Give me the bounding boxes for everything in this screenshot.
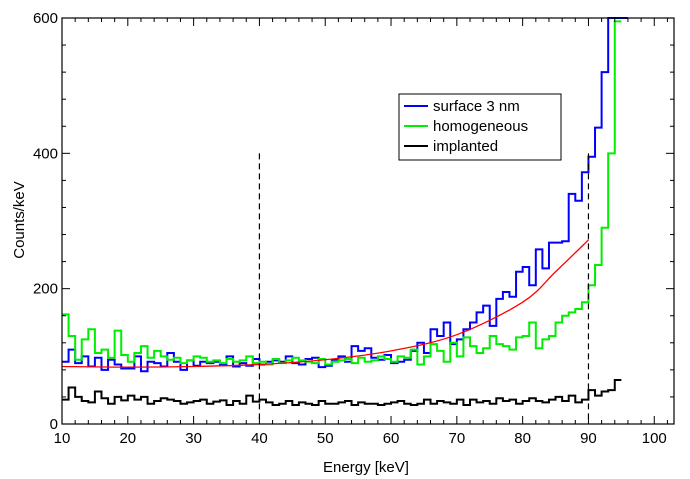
plot-layer (62, 17, 628, 407)
series-line-implanted (62, 379, 622, 407)
y-axis-title: Counts/keV (11, 181, 28, 259)
x-tick-label: 10 (54, 430, 71, 447)
x-tick-label: 100 (642, 430, 667, 447)
x-tick-label: 30 (185, 430, 202, 447)
x-tick-label: 70 (448, 430, 465, 447)
y-tick-label: 0 (50, 416, 58, 433)
x-tick-label: 60 (383, 430, 400, 447)
legend-label: homogeneous (433, 118, 528, 135)
x-tick-label: 40 (251, 430, 268, 447)
x-tick-label: 50 (317, 430, 334, 447)
x-tick-label: 90 (580, 430, 597, 447)
series-line-fit-curve (62, 239, 589, 368)
x-axis-title: Energy [keV] (323, 459, 409, 476)
y-tick-label: 200 (33, 281, 58, 298)
x-tick-label: 20 (119, 430, 136, 447)
series-line-homogeneous (62, 20, 622, 366)
legend: surface 3 nm homogeneous implanted (398, 93, 562, 161)
plot-frame (61, 17, 675, 425)
y-tick-label: 400 (33, 145, 58, 162)
axes-layer: 10 20 30 40 50 60 70 80 90 100 0 200 400 600 (33, 10, 675, 447)
series-line-surface-3-nm (62, 17, 628, 373)
legend-label: implanted (433, 138, 498, 155)
x-tick-label: 80 (514, 430, 531, 447)
y-tick-label: 600 (33, 10, 58, 27)
legend-label: surface 3 nm (433, 98, 520, 115)
